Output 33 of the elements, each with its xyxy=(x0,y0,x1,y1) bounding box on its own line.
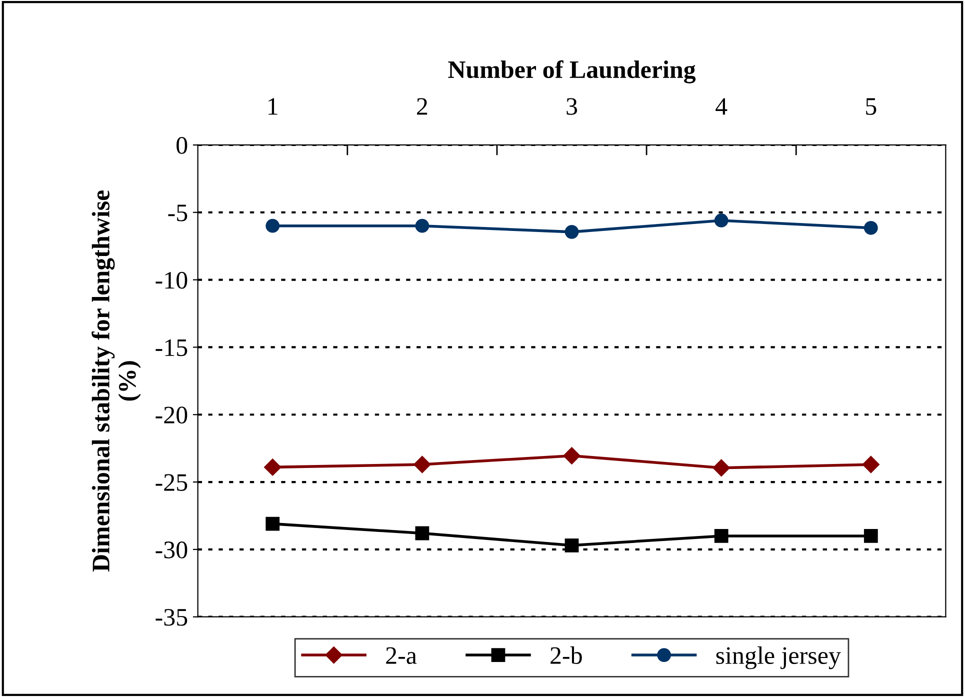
y-tick-label: -5 xyxy=(168,204,188,222)
y-tick-label: -35 xyxy=(156,608,188,626)
point xyxy=(266,218,280,233)
legend-label: 2-a xyxy=(386,647,417,664)
legend-label: 2-b xyxy=(550,646,582,664)
y-axis-title: Dimensional stability for lengthwise (%) xyxy=(92,190,141,572)
x-tick-label: 2 xyxy=(417,98,428,115)
point xyxy=(864,529,878,543)
point xyxy=(564,224,579,239)
point xyxy=(415,218,430,233)
point xyxy=(266,516,280,531)
y-tick-label: -15 xyxy=(156,339,188,356)
y-tick-label: -25 xyxy=(156,474,188,491)
point xyxy=(714,214,728,228)
x-tick-label: 5 xyxy=(866,98,876,115)
x-tick-label: 3 xyxy=(566,98,578,115)
point xyxy=(712,459,730,476)
point xyxy=(264,458,282,476)
legend-label: single jersey xyxy=(716,646,841,670)
point xyxy=(714,529,728,543)
y-tick-label: -30 xyxy=(156,541,188,558)
point xyxy=(862,456,880,474)
y-tick-label: -10 xyxy=(156,272,188,289)
y-tick-label: -20 xyxy=(156,406,188,424)
point xyxy=(564,538,579,552)
point xyxy=(415,526,430,540)
point xyxy=(864,220,878,235)
y-tick-label: 0 xyxy=(176,137,188,154)
point xyxy=(414,456,431,474)
x-tick-label: 1 xyxy=(268,98,278,115)
point xyxy=(563,447,580,464)
x-axis-title: Number of Laundering xyxy=(448,60,696,84)
x-tick-label: 4 xyxy=(716,98,728,115)
